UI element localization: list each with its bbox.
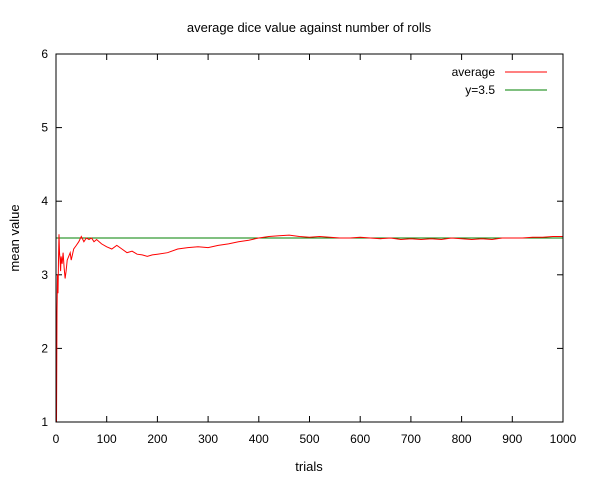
y-tick-label: 5 bbox=[41, 121, 48, 135]
x-tick-label: 700 bbox=[401, 432, 421, 446]
x-tick-label: 0 bbox=[53, 432, 60, 446]
y-tick-label: 2 bbox=[41, 341, 48, 355]
chart-title: average dice value against number of rol… bbox=[187, 20, 432, 35]
x-tick-label: 800 bbox=[452, 432, 472, 446]
x-tick-label: 100 bbox=[97, 432, 117, 446]
x-tick-label: 200 bbox=[147, 432, 167, 446]
series-layer bbox=[56, 234, 563, 423]
y-tick-label: 3 bbox=[41, 268, 48, 282]
x-tick-label: 500 bbox=[299, 432, 319, 446]
y-tick-label: 6 bbox=[41, 47, 48, 61]
x-tick-label: 400 bbox=[249, 432, 269, 446]
plot-frame bbox=[55, 53, 564, 423]
x-tick-label: 300 bbox=[198, 432, 218, 446]
y-axis-label: mean value bbox=[7, 204, 22, 271]
x-tick-label: 1000 bbox=[550, 432, 577, 446]
x-tick-label: 900 bbox=[502, 432, 522, 446]
legend: average y=3.5 bbox=[452, 65, 547, 97]
legend-label: average bbox=[452, 65, 496, 79]
y-tick-label: 4 bbox=[41, 194, 48, 208]
x-tick-label: 600 bbox=[350, 432, 370, 446]
y-tick-label: 1 bbox=[41, 415, 48, 429]
legend-label: y=3.5 bbox=[465, 83, 495, 97]
series-line-average bbox=[56, 234, 563, 423]
axis-ticks: 0 100 200 300 400 500 600 700 800 900 1000 1 2 3 4 5 6 bbox=[41, 47, 576, 446]
x-axis-label: trials bbox=[295, 459, 323, 474]
